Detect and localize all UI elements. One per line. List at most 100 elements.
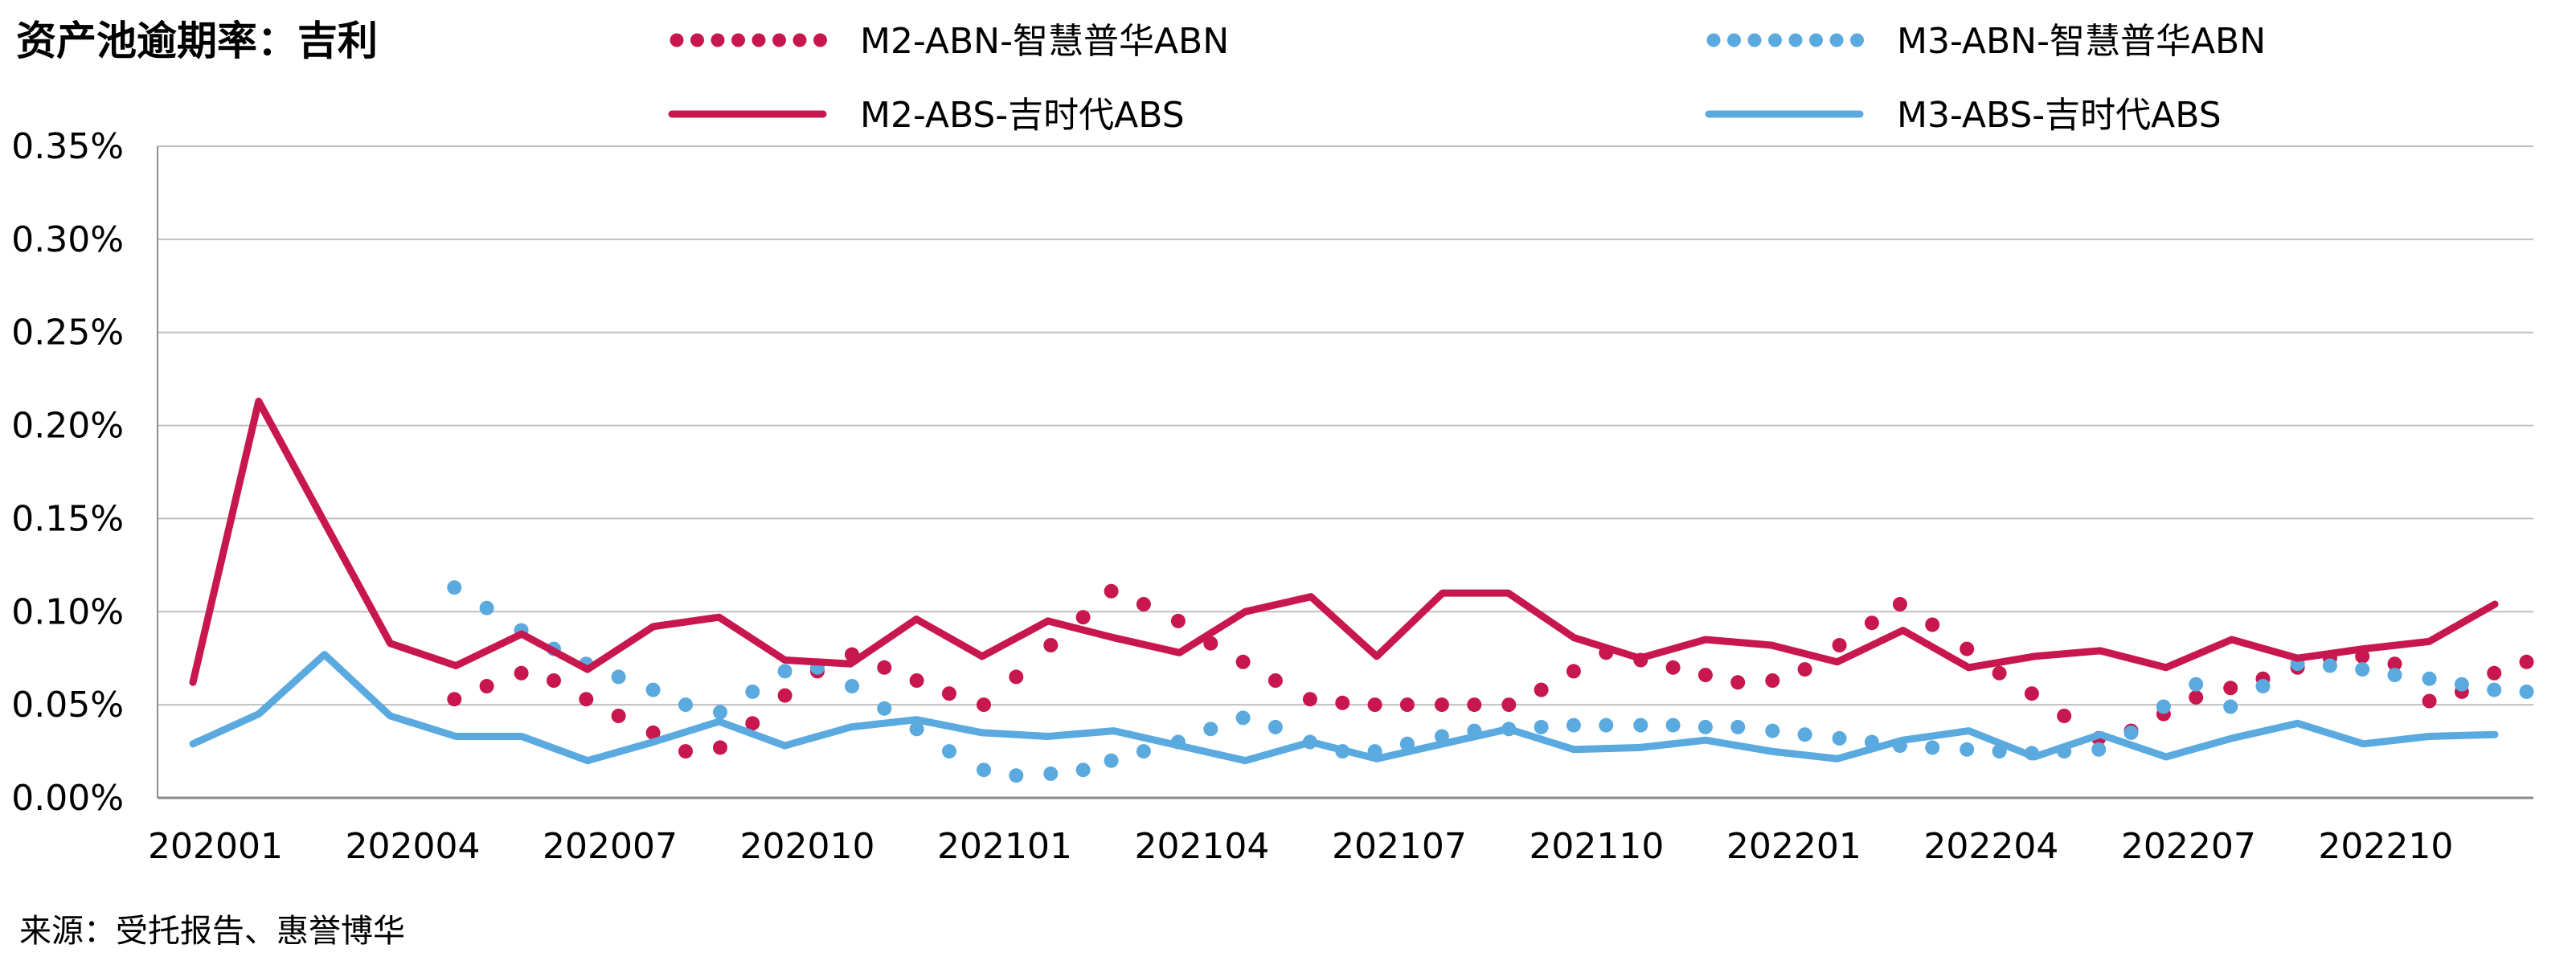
series-point (1665, 660, 1681, 675)
x-tick-label: 202204 (1923, 826, 2058, 867)
series-point (2454, 677, 2469, 692)
series-point (1467, 697, 1482, 713)
x-tick-label: 202210 (2318, 826, 2453, 867)
x-tick-label: 202107 (1332, 826, 1467, 867)
y-tick-label: 0.05% (11, 685, 124, 726)
x-tick-label: 202110 (1529, 826, 1664, 867)
legend-swatch-dot (690, 33, 704, 47)
series-point (1665, 718, 1681, 733)
series-point (645, 682, 661, 697)
series-point (1534, 719, 1549, 734)
series-point (1730, 675, 1746, 690)
series-point (2123, 725, 2139, 740)
series-layer (189, 397, 2534, 783)
legend-swatch-dot (1727, 33, 1741, 47)
series-point (1960, 641, 1975, 656)
legend-swatch-dot (813, 33, 827, 47)
y-axis-ticks: 0.00% 0.05% 0.10% 0.15% 0.20% 0.25% 0.30% 0.35% (11, 126, 124, 819)
series-point (514, 665, 529, 681)
source-note: 来源：受托报告、惠誉博华 (19, 913, 405, 950)
series-point (1992, 665, 2007, 681)
series-point (1009, 768, 1024, 783)
series-point (1268, 719, 1283, 734)
series-point (1765, 673, 1780, 688)
series-point (1104, 753, 1119, 768)
series-point (1136, 744, 1151, 759)
x-tick-label: 202201 (1726, 826, 1861, 867)
series-point (1925, 617, 1940, 632)
x-tick-label: 202104 (1134, 826, 1269, 867)
legend-swatch-dot (1788, 33, 1803, 47)
series-point (1566, 664, 1581, 679)
legend-swatch-dot (752, 33, 766, 47)
series-point (1075, 610, 1091, 625)
series-point (1170, 613, 1186, 628)
series-point (713, 740, 727, 755)
series-point (1698, 719, 1713, 734)
series-point (745, 684, 760, 699)
series-point (1075, 763, 1091, 778)
series-point (1268, 673, 1283, 688)
legend-item: M2-ABS-吉时代ABS (668, 95, 1185, 136)
series-point (845, 679, 859, 693)
series-point (2189, 677, 2204, 692)
series-M3-ABS-吉时代ABS (189, 651, 2499, 765)
series-point (1797, 662, 1812, 677)
series-point (479, 600, 494, 615)
series-point (2091, 742, 2107, 757)
series-point (1302, 692, 1317, 707)
series-point (2487, 665, 2502, 681)
series-point (1534, 682, 1549, 697)
y-tick-label: 0.25% (11, 313, 124, 354)
series-point (2255, 679, 2271, 693)
x-tick-label: 202010 (739, 826, 874, 867)
legend-swatch-dot (1706, 33, 1721, 47)
series-point (1136, 597, 1151, 611)
series-point (447, 692, 462, 707)
series-point (1566, 718, 1581, 733)
series-line (189, 651, 2499, 765)
legend-item: M3-ABS-吉时代ABS (1705, 95, 2222, 136)
legend-swatch-dot (711, 33, 725, 47)
series-point (2355, 662, 2370, 677)
series-point (1832, 730, 1847, 746)
series-point (1367, 697, 1382, 713)
series-point (2387, 668, 2402, 683)
series-point (1832, 638, 1847, 652)
legend-swatch-dot (731, 33, 745, 47)
series-point (877, 701, 892, 716)
series-point (1043, 766, 1059, 781)
legend-label: M2-ABS-吉时代ABS (860, 95, 1185, 136)
series-point (1399, 697, 1415, 713)
series-point (1960, 742, 1975, 757)
series-point (2223, 681, 2238, 696)
series-point (1730, 719, 1746, 734)
legend-label: M2-ABN-智慧普华ABN (860, 21, 1229, 62)
legend-swatch-dot (1747, 33, 1762, 47)
series-point (2519, 654, 2534, 669)
series-point (977, 697, 991, 713)
series-point (2487, 682, 2502, 697)
y-tick-label: 0.35% (11, 126, 124, 167)
series-point (2057, 709, 2072, 723)
series-point (1043, 638, 1059, 652)
series-point (2422, 671, 2437, 686)
x-tick-label: 202001 (148, 826, 283, 867)
series-point (2156, 699, 2171, 714)
series-point (909, 673, 924, 688)
series-point (2024, 686, 2039, 701)
series-point (1599, 718, 1614, 733)
gridlines (157, 145, 2533, 799)
series-point (1892, 597, 1907, 611)
x-tick-label: 202207 (2121, 826, 2256, 867)
y-tick-label: 0.10% (11, 591, 124, 632)
series-point (479, 679, 494, 693)
series-point (678, 697, 693, 713)
series-point (2189, 689, 2204, 705)
legend: M2-ABN-智慧普华ABN M3-ABN-智慧普华ABN M2-ABS-吉时代AB… (668, 21, 2266, 136)
y-tick-label: 0.00% (11, 778, 124, 819)
series-point (1501, 697, 1517, 713)
series-point (2519, 684, 2534, 699)
series-point (745, 716, 760, 731)
series-point (2387, 656, 2402, 672)
